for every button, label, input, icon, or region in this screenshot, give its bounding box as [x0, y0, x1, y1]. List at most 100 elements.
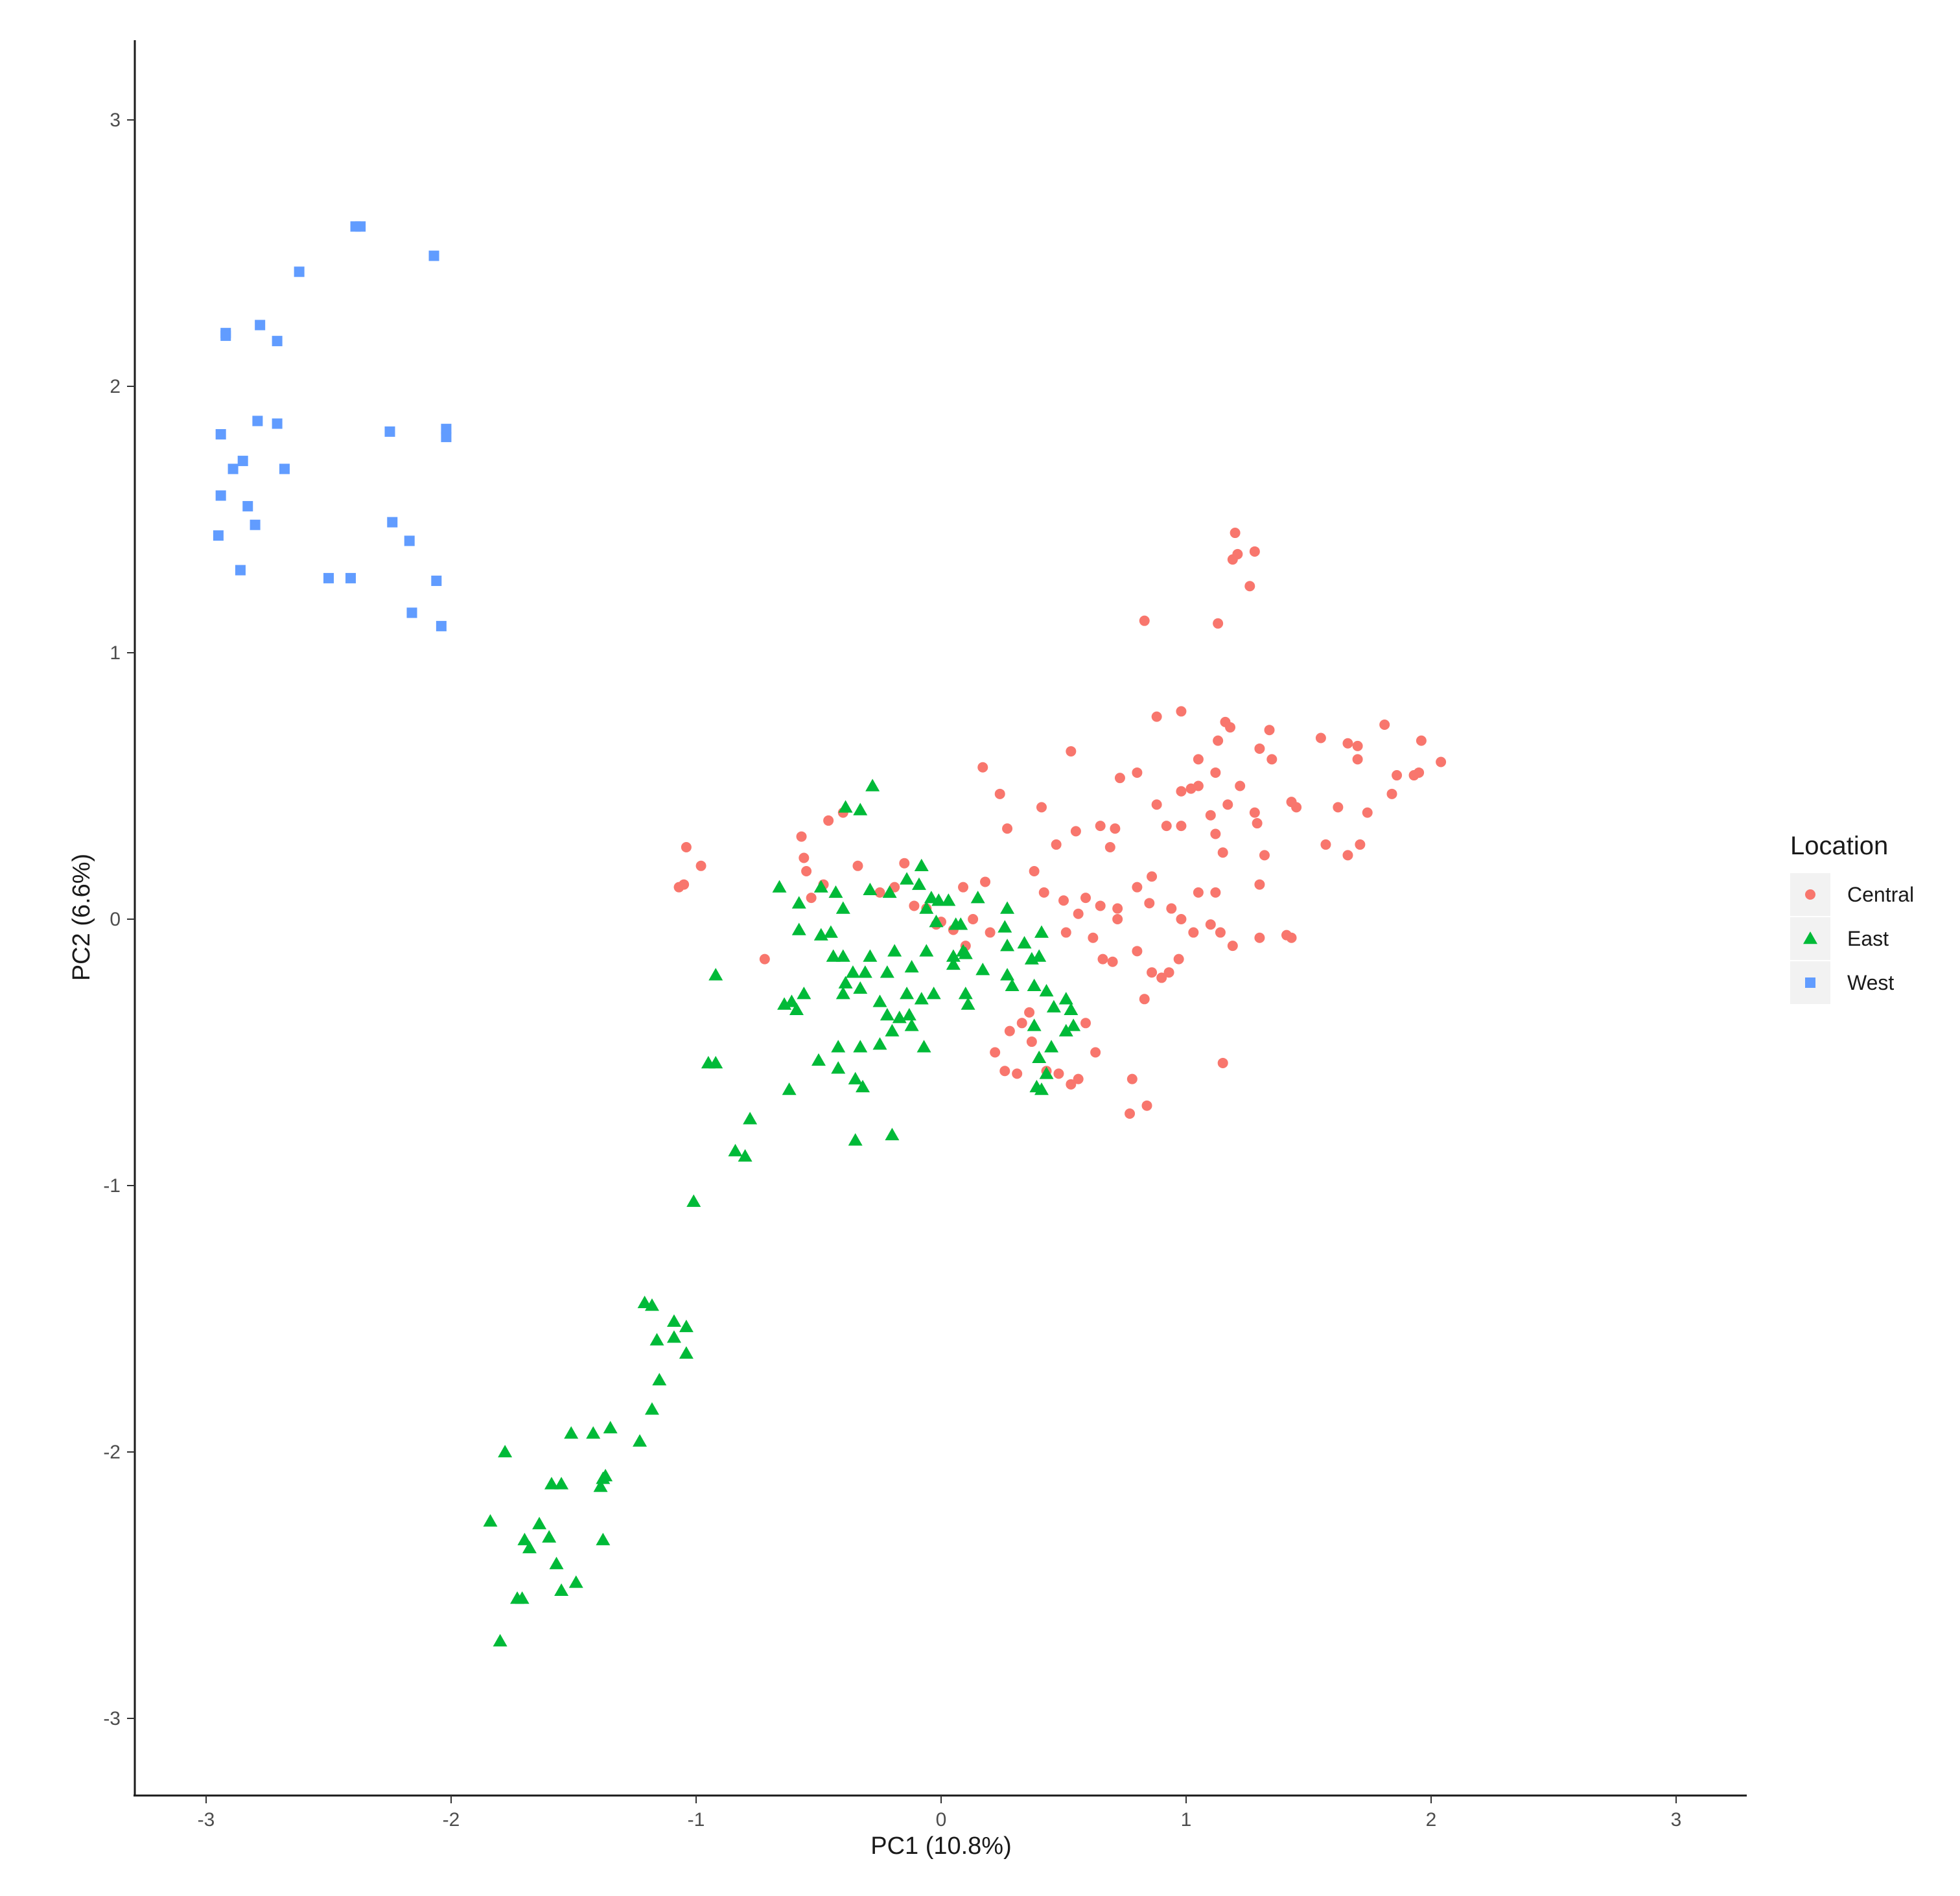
data-point-central [1110, 823, 1121, 834]
data-point-west [235, 565, 246, 576]
data-point-east [853, 1040, 868, 1053]
data-point-east [1000, 901, 1015, 914]
data-point-central [980, 876, 991, 887]
data-point-central [759, 954, 770, 965]
data-point-central [1259, 850, 1270, 861]
data-point-east [1032, 1050, 1047, 1063]
y-tick-label: -1 [103, 1175, 121, 1197]
data-point-central [1107, 956, 1118, 967]
data-point-east [483, 1514, 498, 1527]
data-point-central [1225, 722, 1236, 733]
data-point-central [1060, 927, 1071, 938]
data-point-central [1210, 828, 1221, 839]
data-point-east [517, 1532, 532, 1545]
data-point-central [1016, 1018, 1027, 1029]
data-point-central [1024, 1007, 1035, 1018]
data-point-central [1286, 932, 1297, 943]
data-point-central [1004, 1025, 1015, 1036]
x-tick-label: 2 [1426, 1809, 1437, 1831]
data-point-east [858, 965, 872, 978]
data-point-central [1254, 932, 1265, 943]
data-point-central [1151, 799, 1162, 810]
data-point-east [554, 1477, 569, 1490]
data-point-east [666, 1330, 681, 1343]
data-point-east [919, 901, 934, 914]
data-point-east [882, 885, 897, 898]
data-point-east [904, 959, 919, 973]
series-east [483, 778, 1081, 1647]
data-point-central [1249, 807, 1260, 818]
data-point-east [961, 997, 975, 1010]
data-point-central [1151, 711, 1162, 722]
data-point-central [679, 879, 690, 890]
data-point-east [522, 1540, 537, 1554]
data-point-east [1005, 978, 1020, 991]
data-point-central [1355, 839, 1366, 850]
data-point-east [953, 917, 968, 930]
data-point-east [865, 778, 880, 791]
data-point-east [1000, 968, 1015, 981]
data-point-east [603, 1421, 618, 1434]
data-point-east [835, 987, 850, 1000]
data-point-central [1029, 866, 1040, 877]
data-point-central [1210, 767, 1221, 778]
data-point-west [441, 423, 452, 434]
x-tick-label: 1 [1181, 1809, 1192, 1831]
data-point-central [1051, 839, 1062, 850]
data-point-central [999, 1066, 1010, 1077]
data-point-east [1058, 1024, 1073, 1036]
data-point-east [596, 1471, 611, 1484]
data-point-east [652, 1373, 667, 1386]
data-point-east [549, 1556, 564, 1569]
data-point-east [853, 802, 868, 815]
data-point-central [1291, 802, 1302, 813]
data-point-central [1416, 735, 1427, 746]
data-point-central [874, 887, 885, 898]
legend-item-east: East [1790, 917, 1889, 960]
data-point-central [1147, 967, 1158, 978]
data-point-east [1017, 935, 1032, 949]
data-point-central [1139, 994, 1150, 1005]
data-point-east [633, 1434, 648, 1447]
data-point-east [564, 1426, 579, 1439]
data-point-east [828, 885, 843, 898]
y-tick-label: -3 [103, 1708, 121, 1729]
data-point-central [1342, 738, 1353, 749]
data-point-central [1254, 743, 1265, 754]
data-point-east [931, 893, 946, 906]
legend-item-central: Central [1790, 873, 1914, 916]
data-point-central [1176, 786, 1187, 797]
data-point-west [272, 336, 283, 347]
legend-label: Central [1847, 883, 1914, 906]
data-point-central [852, 860, 863, 871]
data-point-west [387, 517, 398, 528]
x-tick-label: 3 [1671, 1809, 1682, 1831]
data-point-central [1266, 754, 1278, 765]
data-point-east [811, 1053, 826, 1066]
x-tick-label: -1 [688, 1809, 705, 1831]
y-axis-title: PC2 (6.6%) [68, 854, 95, 981]
legend-title: Location [1790, 832, 1888, 860]
data-point-east [593, 1479, 608, 1492]
data-point-east [1034, 925, 1049, 938]
data-point-east [970, 891, 985, 904]
data-point-central [1144, 898, 1155, 909]
data-point-east [542, 1530, 557, 1543]
data-point-east [831, 1061, 846, 1074]
data-point-central [1210, 887, 1221, 898]
data-point-east [1039, 1066, 1054, 1079]
data-point-central [1333, 802, 1344, 813]
data-point-west [431, 576, 442, 587]
data-point-west [406, 607, 417, 618]
data-point-east [998, 920, 1012, 933]
data-point-east [743, 1112, 758, 1125]
series-west [213, 221, 452, 631]
data-point-central [977, 762, 988, 773]
data-point-central [1073, 1073, 1084, 1084]
data-point-central [1114, 773, 1125, 784]
data-point-central [1066, 746, 1077, 757]
data-point-east [701, 1055, 716, 1069]
legend-items: Central East West [1790, 873, 1914, 1004]
data-point-central [1088, 932, 1099, 943]
data-point-central [1173, 954, 1184, 965]
